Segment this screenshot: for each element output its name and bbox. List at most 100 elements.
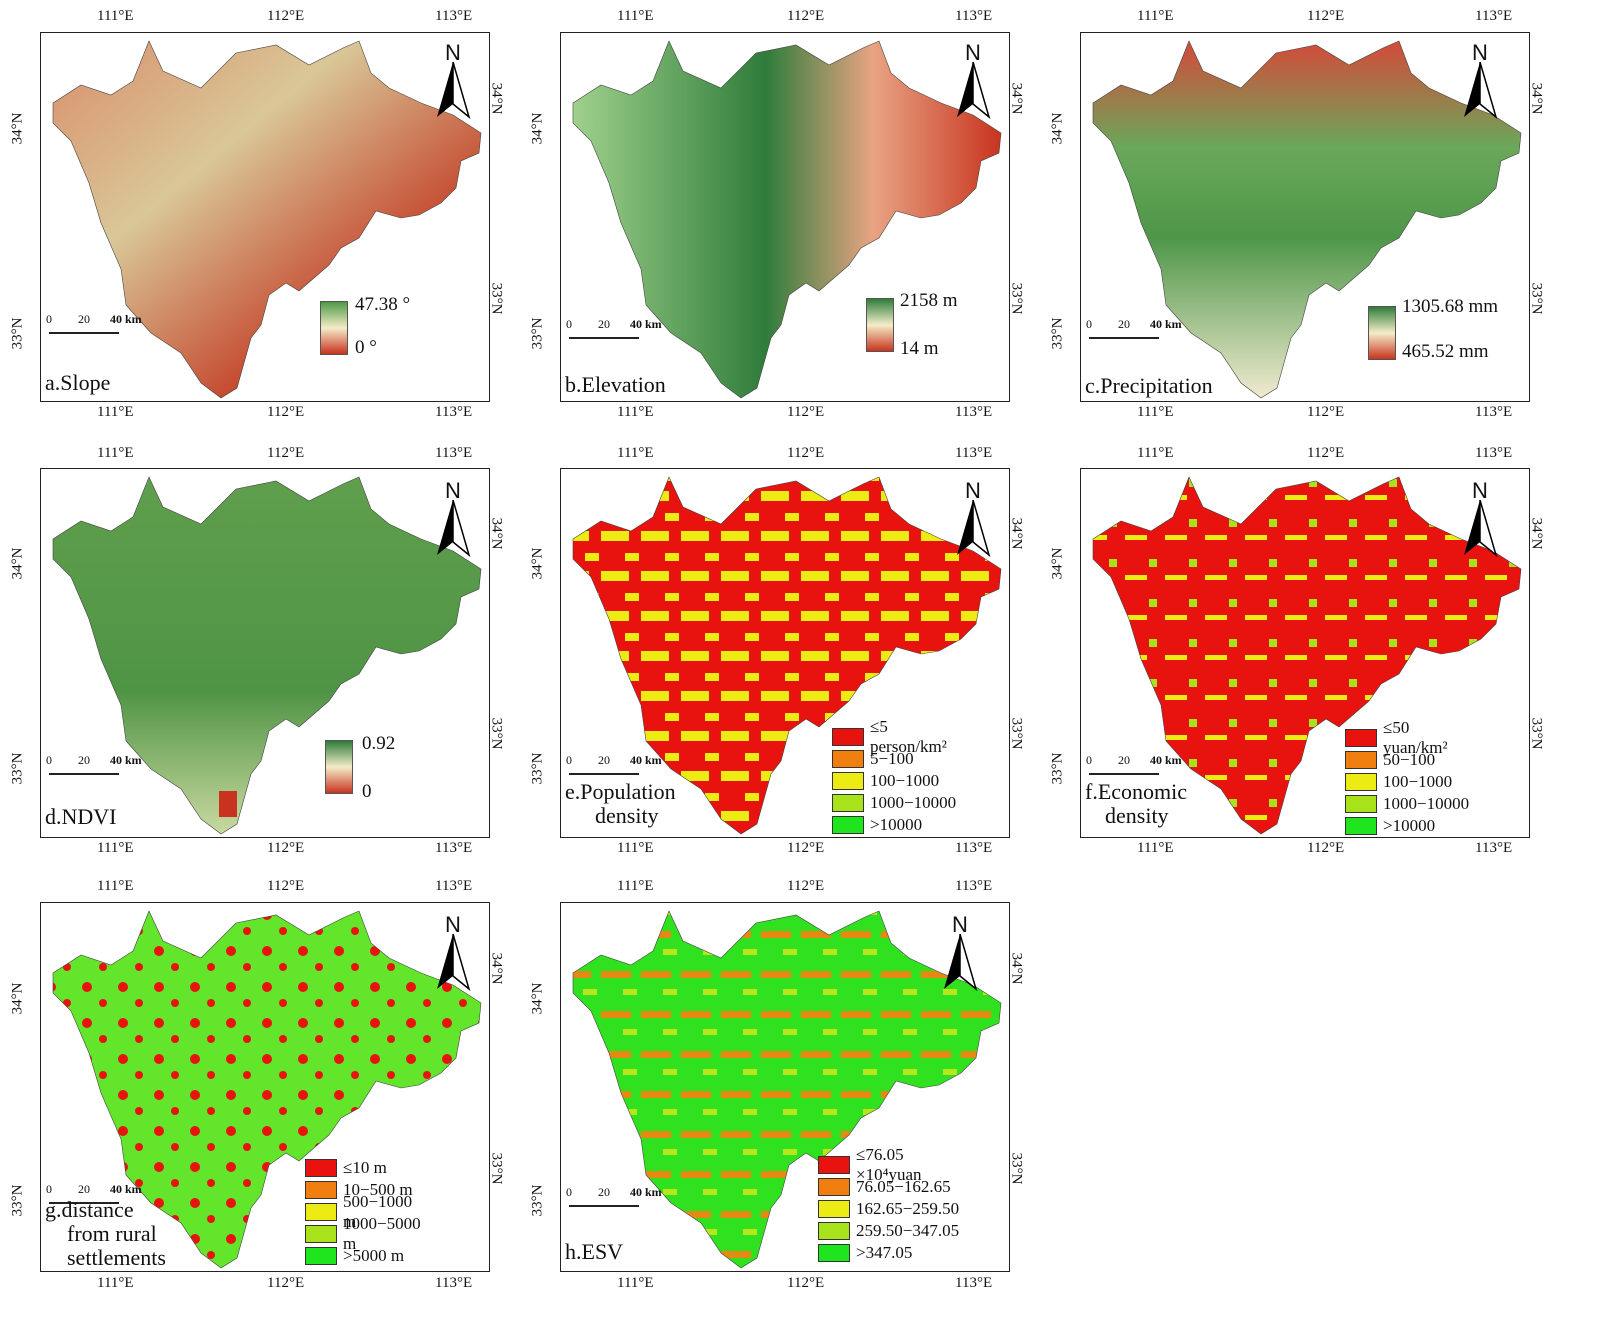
lon-label: 112°E — [267, 445, 305, 461]
legend-label: 100−1000 — [870, 771, 940, 790]
lon-label: 111°E — [97, 1275, 134, 1291]
panel-title: f.Economic density — [1085, 780, 1187, 828]
scale-line — [569, 773, 639, 775]
lat-label: 33°N — [1528, 717, 1545, 750]
legend-label: 500−1000 m — [343, 1192, 413, 1231]
scale-line — [569, 1205, 639, 1207]
panel-title: a.Slope — [45, 370, 111, 395]
legend-item: 1000−10000 — [832, 792, 956, 814]
lat-label: 34°N — [1008, 517, 1025, 550]
north-arrow-icon — [944, 934, 978, 992]
lon-label: 112°E — [787, 445, 825, 461]
ndvi-max: 0.92 — [362, 733, 396, 754]
legend-item: 5−100 — [832, 748, 956, 770]
scale-tick: 0 — [46, 312, 52, 326]
lon-label: 111°E — [617, 878, 654, 894]
map-frame — [560, 32, 1010, 402]
scale-tick: 40 km — [110, 312, 142, 326]
lon-label: 111°E — [617, 8, 654, 24]
scale-tick: 20 — [1118, 753, 1130, 767]
lat-label: 33°N — [9, 317, 26, 350]
legend-swatch — [305, 1181, 337, 1199]
legend-swatch — [1345, 751, 1377, 769]
lon-label: 111°E — [1137, 404, 1174, 420]
north-label: N — [1472, 478, 1488, 503]
lat-label: 34°N — [9, 112, 26, 145]
north-arrow: N — [433, 40, 473, 120]
panel-title-line: settlements — [67, 1245, 166, 1270]
panel-title-line: from rural — [67, 1221, 157, 1246]
lon-label: 112°E — [787, 404, 825, 420]
lat-label: 34°N — [488, 82, 505, 115]
scale-tick: 0 — [566, 753, 572, 767]
scale-line — [49, 1202, 119, 1204]
panel-title-line: f.Economic — [1085, 779, 1188, 804]
slope-color-ramp — [320, 301, 348, 355]
lat-label: 33°N — [9, 752, 26, 785]
legend-item: ≤76.05 ×10⁴yuan — [818, 1145, 959, 1184]
lat-label: 34°N — [488, 952, 505, 985]
scale-tick: 20 — [598, 1185, 610, 1199]
north-arrow-icon — [437, 934, 471, 992]
north-label: N — [965, 478, 981, 503]
legend-swatch — [818, 1178, 850, 1196]
scale-tick: 20 — [1118, 317, 1130, 331]
legend-swatch — [305, 1225, 337, 1243]
lat-label: 34°N — [1049, 112, 1066, 145]
legend-swatch — [832, 750, 864, 768]
legend-label: ≤76.05 ×10⁴yuan — [856, 1145, 922, 1184]
lon-label: 112°E — [267, 404, 305, 420]
scale-bar: 0 20 40 km — [1084, 753, 1194, 783]
distance-legend: ≤10 m 10−500 m 500−1000 m 1000−5000 m >5… — [305, 1157, 421, 1267]
legend-item: 50−100 — [1345, 749, 1469, 771]
legend-item: ≤5 person/km² — [832, 717, 956, 756]
legend-label: 1000−5000 m — [343, 1214, 421, 1253]
ndvi-color-ramp — [325, 740, 353, 794]
lon-label: 112°E — [1307, 404, 1345, 420]
map-frame — [40, 32, 490, 402]
legend-label: ≤50 yuan/km² — [1383, 718, 1448, 757]
scale-tick: 40 km — [110, 1182, 142, 1196]
slope-map — [52, 40, 482, 399]
north-arrow: N — [433, 478, 473, 558]
lat-label: 34°N — [529, 982, 546, 1015]
lon-label: 112°E — [787, 840, 825, 856]
lon-label: 113°E — [1475, 404, 1513, 420]
legend-item: 162.65−259.50 — [818, 1198, 959, 1220]
scale-tick: 0 — [566, 317, 572, 331]
legend-swatch — [1345, 729, 1377, 747]
panel-title-line: density — [1105, 803, 1169, 828]
panel-title: d.NDVI — [45, 804, 117, 829]
legend-swatch — [832, 794, 864, 812]
lon-label: 113°E — [1475, 8, 1513, 24]
legend-swatch — [818, 1200, 850, 1218]
north-label: N — [965, 40, 981, 65]
lat-label: 34°N — [529, 547, 546, 580]
legend-swatch — [1345, 817, 1377, 835]
lon-label: 111°E — [617, 840, 654, 856]
lat-label: 34°N — [529, 112, 546, 145]
north-arrow-icon — [957, 62, 991, 120]
north-arrow-icon — [957, 500, 991, 558]
scale-bar: 0 20 40 km — [44, 753, 154, 783]
legend-label: 50−100 — [1383, 750, 1436, 769]
legend-swatch — [832, 728, 864, 746]
lon-label: 112°E — [267, 878, 305, 894]
legend-label: 5−100 — [870, 749, 914, 768]
scale-bar: 0 20 40 km — [44, 312, 154, 342]
panel-title: c.Precipitation — [1085, 373, 1213, 398]
scale-line — [1089, 337, 1159, 339]
legend-swatch — [1345, 773, 1377, 791]
legend-label: ≤10 m — [343, 1158, 387, 1177]
elevation-color-ramp — [866, 298, 894, 352]
lat-label: 33°N — [488, 1152, 505, 1185]
legend-swatch — [305, 1247, 337, 1265]
lon-label: 111°E — [97, 840, 134, 856]
scale-tick: 20 — [78, 312, 90, 326]
lon-label: 113°E — [955, 878, 993, 894]
legend-label: 1000−10000 — [870, 793, 957, 812]
legend-item: 259.50−347.05 — [818, 1220, 959, 1242]
lat-label: 33°N — [9, 1184, 26, 1217]
lon-label: 112°E — [1307, 445, 1345, 461]
north-arrow: N — [940, 912, 980, 992]
